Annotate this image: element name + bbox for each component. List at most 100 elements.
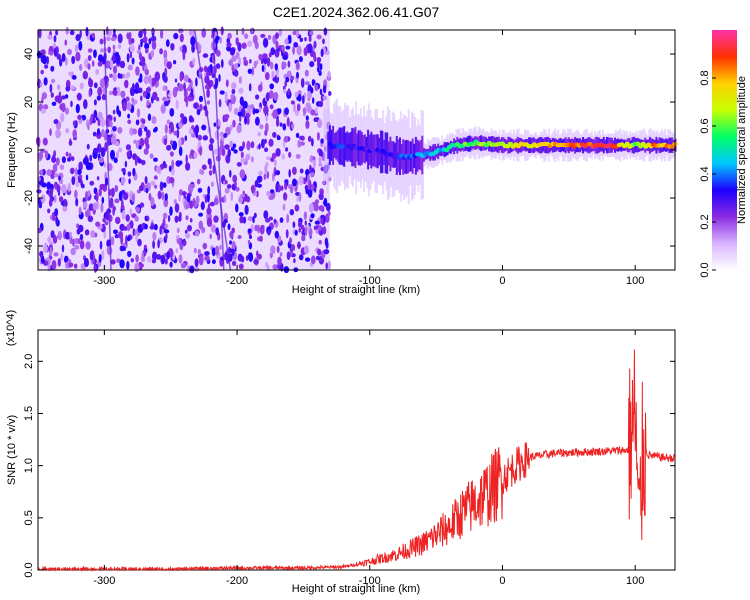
heatmap-noise-cell	[173, 199, 177, 205]
heatmap-noise-cell	[105, 212, 110, 221]
heatmap-noise-cell	[319, 88, 323, 96]
heatmap-noise-cell	[137, 238, 142, 247]
heatmap-noise-cell	[251, 66, 255, 76]
heatmap-noise-cell	[55, 30, 59, 36]
heatmap-noise-cell	[206, 88, 210, 99]
heatmap-noise-cell	[142, 36, 148, 44]
heatmap-noise-cell	[159, 225, 162, 235]
heatmap-noise-cell	[43, 77, 48, 86]
colorbar-tick-label: 0.4	[699, 166, 711, 181]
heatmap-noise-cell	[126, 32, 130, 40]
heatmap-noise-cell	[152, 91, 158, 101]
heatmap-noise-cell	[60, 253, 64, 261]
heatmap-noise-cell	[146, 100, 150, 106]
heatmap-noise-cell	[296, 196, 300, 202]
heatmap-noise-cell	[197, 134, 203, 141]
heatmap-noise-cell	[101, 128, 105, 138]
heatmap-noise-cell	[97, 86, 103, 96]
heatmap-noise-cell	[298, 135, 305, 140]
heatmap-noise-cell	[103, 133, 108, 141]
heatmap-noise-cell	[189, 218, 193, 223]
heatmap-noise-cell	[286, 116, 290, 127]
heatmap-noise-cell	[112, 126, 117, 132]
heatmap-noise-cell	[310, 213, 315, 219]
heatmap-noise-cell	[224, 187, 230, 194]
heatmap-noise-cell	[322, 95, 328, 101]
heatmap-noise-cell	[244, 193, 248, 202]
heatmap-noise-cell	[250, 104, 254, 109]
heatmap-noise-cell	[297, 241, 301, 250]
heatmap-noise-cell	[181, 191, 187, 196]
heatmap-noise-cell	[284, 38, 289, 45]
heatmap-noise-cell	[304, 220, 307, 226]
heatmap-noise-cell	[100, 202, 104, 213]
heatmap-noise-cell	[207, 203, 211, 213]
heatmap-noise-cell	[60, 112, 65, 123]
heatmap-noise-cell	[192, 57, 196, 66]
heatmap-noise-cell	[93, 49, 97, 58]
heatmap-noise-cell	[164, 223, 169, 229]
heatmap-noise-cell	[154, 71, 161, 82]
heatmap-noise-cell	[308, 227, 313, 237]
heatmap-noise-cell	[58, 175, 61, 181]
heatmap-noise-cell	[295, 132, 300, 138]
heatmap-noise-cell	[75, 51, 81, 62]
heatmap-noise-cell	[219, 90, 225, 95]
heatmap-noise-cell	[188, 115, 193, 123]
heatmap-noise-cell	[50, 230, 55, 239]
heatmap-noise-cell	[320, 48, 324, 58]
heatmap-noise-cell	[64, 231, 71, 240]
heatmap-noise-cell	[109, 198, 114, 208]
heatmap-noise-cell	[318, 155, 322, 164]
heatmap-noise-cell	[49, 128, 52, 136]
heatmap-noise-cell	[140, 123, 145, 130]
heatmap-noise-cell	[253, 212, 257, 219]
heatmap-noise-cell	[255, 116, 260, 126]
heatmap-noise-cell	[182, 116, 188, 125]
heatmap-noise-cell	[257, 132, 261, 137]
heatmap-noise-cell	[42, 54, 47, 65]
heatmap-noise-cell	[191, 44, 196, 53]
heatmap-noise-cell	[169, 176, 175, 184]
heatmap-noise-cell	[274, 230, 279, 239]
heatmap-noise-cell	[188, 29, 193, 36]
heatmap-noise-cell	[296, 103, 301, 112]
heatmap-noise-cell	[141, 118, 146, 125]
heatmap-noise-cell	[190, 184, 195, 189]
heatmap-noise-cell	[314, 84, 319, 92]
heatmap-noise-cell	[164, 258, 168, 265]
heatmap-noise-cell	[144, 42, 150, 50]
heatmap-noise-cell	[163, 49, 168, 60]
heatmap-noise-cell	[251, 156, 254, 163]
heatmap-noise-cell	[302, 107, 307, 115]
heatmap-noise-cell	[166, 90, 170, 95]
heatmap-noise-cell	[264, 122, 269, 133]
heatmap-y-tick-label: 0	[23, 147, 35, 153]
heatmap-noise-cell	[163, 198, 169, 208]
heatmap-noise-cell	[153, 175, 158, 180]
heatmap-noise-cell	[37, 227, 42, 234]
heatmap-noise-cell	[135, 66, 140, 76]
heatmap-noise-cell	[215, 227, 219, 236]
heatmap-noise-cell	[145, 129, 151, 139]
heatmap-noise-cell	[252, 34, 258, 45]
heatmap-noise-cell	[311, 79, 315, 86]
heatmap-noise-cell	[113, 116, 116, 122]
heatmap-noise-cell	[218, 74, 221, 82]
heatmap-noise-cell	[295, 154, 301, 159]
heatmap-noise-cell	[173, 32, 179, 40]
heatmap-noise-cell	[188, 200, 194, 209]
heatmap-noise-cell	[127, 64, 133, 71]
heatmap-noise-cell	[196, 108, 201, 116]
heatmap-noise-cell	[264, 72, 270, 81]
heatmap-noise-cell	[112, 109, 116, 115]
heatmap-noise-cell	[101, 196, 105, 204]
heatmap-noise-cell	[75, 103, 80, 114]
heatmap-noise-cell	[130, 38, 135, 44]
heatmap-noise-cell	[110, 259, 116, 265]
heatmap-y-tick-label: 40	[23, 48, 35, 60]
heatmap-noise-cell	[122, 246, 126, 251]
heatmap-noise-cell	[247, 40, 253, 47]
heatmap-noise-cell	[238, 263, 244, 270]
